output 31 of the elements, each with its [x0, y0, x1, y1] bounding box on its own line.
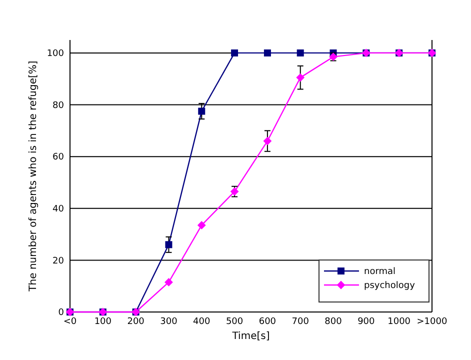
point: [164, 278, 173, 286]
y-tick-label: 20: [52, 256, 64, 266]
x-tick-label: >1000: [416, 317, 448, 327]
point: [296, 49, 304, 56]
point: [197, 221, 206, 230]
legend-label: normal: [364, 267, 396, 278]
point: [263, 136, 272, 146]
y-tick-label: 100: [46, 49, 64, 60]
point: [264, 49, 271, 56]
y-tick-label: 40: [52, 204, 64, 215]
x-tick-label: 200: [127, 317, 145, 327]
point: [296, 73, 305, 82]
y-tick-label: 0: [58, 308, 64, 318]
x-tick-label: 400: [193, 317, 210, 327]
point: [231, 49, 238, 56]
x-tick-label: 1000: [388, 317, 411, 327]
x-tick-label: 900: [358, 317, 376, 327]
x-tick-label: 700: [292, 317, 310, 327]
x-tick-label: 100: [94, 317, 112, 327]
x-tick-label: 500: [226, 317, 244, 327]
x-tick-label: 800: [324, 317, 342, 327]
x-tick-label: <0: [63, 317, 77, 327]
legend-label: psychology: [364, 281, 416, 292]
x-axis-title: Time[s]: [231, 331, 270, 342]
point: [198, 108, 206, 115]
point: [165, 241, 172, 248]
y-tick-label: 80: [52, 100, 64, 111]
x-tick-label: 300: [160, 317, 178, 327]
x-tick-label: 600: [258, 317, 276, 327]
y-axis-title: The number of agents who is in the refuge[%]: [28, 60, 39, 292]
y-tick-label: 60: [52, 152, 64, 163]
